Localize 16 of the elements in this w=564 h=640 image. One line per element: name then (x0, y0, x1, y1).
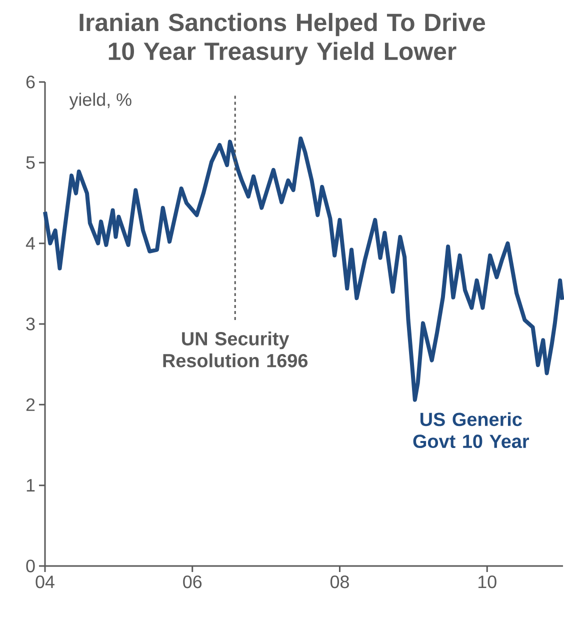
x-tick-label: 06 (182, 576, 202, 588)
chart-title: Iranian Sanctions Helped To Drive 10 Year Treasury Yield Lower (80, 12, 485, 66)
y-tick-label: 4 (26, 237, 35, 250)
y-tick-label: 1 (26, 479, 34, 492)
x-tick-label: 08 (330, 576, 349, 588)
series-label: US Generic Govt 10 Year (413, 412, 529, 448)
y-tick-label: 2 (26, 398, 34, 411)
y-tick-label: 3 (26, 318, 35, 330)
ref-line-label: UN Security Resolution 1696 (163, 332, 308, 368)
x-tick-label: 10 (478, 576, 496, 588)
y-tick-label: 5 (26, 156, 35, 169)
line-series (42, 136, 564, 402)
y-tick-label: 6 (26, 76, 35, 88)
y-axis-title: yield, % (69, 92, 132, 110)
x-tick-label: 04 (36, 576, 54, 588)
y-tick-label: 0 (26, 560, 35, 572)
